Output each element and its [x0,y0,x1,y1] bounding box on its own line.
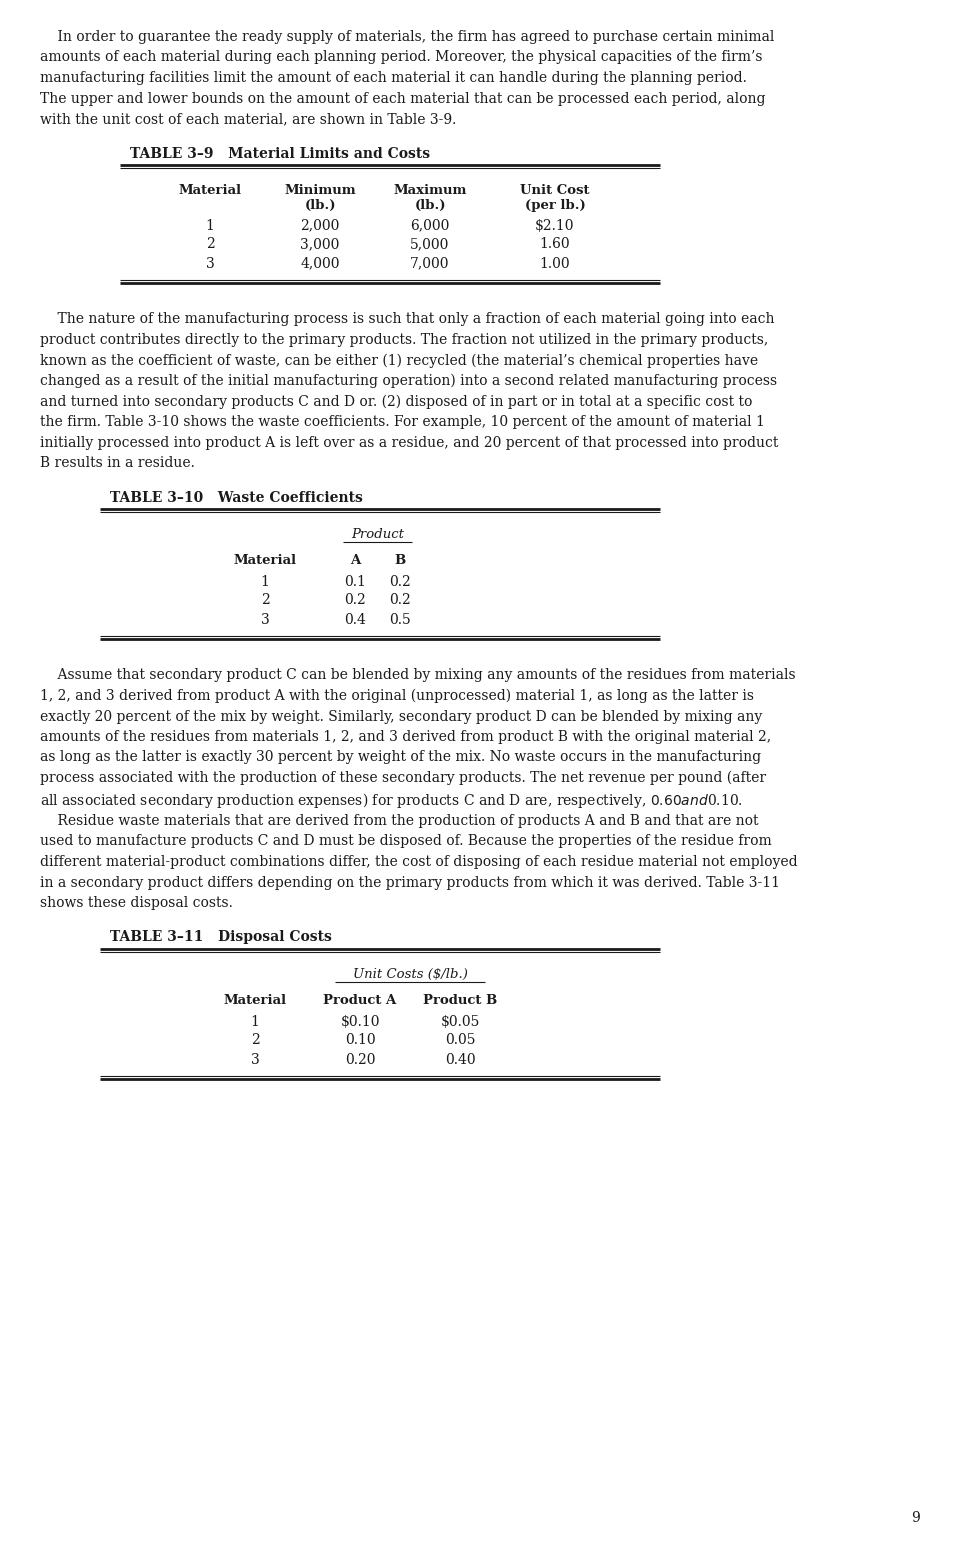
Text: 0.2: 0.2 [389,574,411,588]
Text: 1: 1 [205,219,214,233]
Text: A: A [349,554,360,568]
Text: (per lb.): (per lb.) [524,199,586,211]
Text: Residue waste materials that are derived from the production of products A and B: Residue waste materials that are derived… [40,815,758,829]
Text: manufacturing facilities limit the amount of each material it can handle during : manufacturing facilities limit the amoun… [40,71,747,85]
Text: 3: 3 [205,256,214,270]
Text: 6,000: 6,000 [410,219,449,233]
Text: 9: 9 [911,1511,920,1524]
Text: 0.4: 0.4 [344,613,366,626]
Text: 1: 1 [260,574,270,588]
Text: Unit Costs ($/lb.): Unit Costs ($/lb.) [352,967,468,980]
Text: 0.10: 0.10 [345,1034,375,1048]
Text: 2: 2 [260,594,270,608]
Text: shows these disposal costs.: shows these disposal costs. [40,896,233,910]
Text: 0.05: 0.05 [444,1034,475,1048]
Text: amounts of the residues from materials 1, 2, and 3 derived from product B with t: amounts of the residues from materials 1… [40,730,771,744]
Text: $0.05: $0.05 [441,1014,480,1029]
Text: known as the coefficient of waste, can be either (1) recycled (the material’s ch: known as the coefficient of waste, can b… [40,353,758,367]
Text: 7,000: 7,000 [410,256,449,270]
Text: 2: 2 [205,238,214,252]
Text: Material: Material [224,995,287,1008]
Text: (lb.): (lb.) [415,199,445,211]
Text: TABLE 3–9   Material Limits and Costs: TABLE 3–9 Material Limits and Costs [130,147,430,160]
Text: $0.10: $0.10 [340,1014,380,1029]
Text: Product A: Product A [324,995,396,1008]
Text: 3: 3 [251,1052,259,1066]
Text: changed as a result of the initial manufacturing operation) into a second relate: changed as a result of the initial manuf… [40,373,778,389]
Text: as long as the latter is exactly 30 percent by weight of the mix. No waste occur: as long as the latter is exactly 30 perc… [40,750,761,764]
Text: Assume that secondary product C can be blended by mixing any amounts of the resi: Assume that secondary product C can be b… [40,668,796,682]
Text: and turned into secondary products C and D or. (2) disposed of in part or in tot: and turned into secondary products C and… [40,395,753,409]
Text: 1.60: 1.60 [540,238,570,252]
Text: 0.40: 0.40 [444,1052,475,1066]
Text: Maximum: Maximum [394,184,467,196]
Text: initially processed into product A is left over as a residue, and 20 percent of : initially processed into product A is le… [40,435,779,449]
Text: Product: Product [351,528,404,540]
Text: B results in a residue.: B results in a residue. [40,457,195,471]
Text: product contributes directly to the primary products. The fraction not utilized : product contributes directly to the prim… [40,333,768,347]
Text: amounts of each material during each planning period. Moreover, the physical cap: amounts of each material during each pla… [40,51,762,65]
Text: 0.5: 0.5 [389,613,411,626]
Text: 3: 3 [260,613,270,626]
Text: process associated with the production of these secondary products. The net reve: process associated with the production o… [40,772,766,785]
Text: Product B: Product B [422,995,497,1008]
Text: 2: 2 [251,1034,259,1048]
Text: 1, 2, and 3 derived from product A with the original (unprocessed) material 1, a: 1, 2, and 3 derived from product A with … [40,690,754,704]
Text: 5,000: 5,000 [410,238,449,252]
Text: 3,000: 3,000 [300,238,340,252]
Text: all associated secondary production expenses) for products C and D are, respecti: all associated secondary production expe… [40,792,743,810]
Text: 4,000: 4,000 [300,256,340,270]
Text: exactly 20 percent of the mix by weight. Similarly, secondary product D can be b: exactly 20 percent of the mix by weight.… [40,710,762,724]
Text: $2.10: $2.10 [536,219,575,233]
Text: (lb.): (lb.) [304,199,336,211]
Text: Material: Material [179,184,242,196]
Text: B: B [395,554,406,568]
Text: the firm. Table 3-10 shows the waste coefficients. For example, 10 percent of th: the firm. Table 3-10 shows the waste coe… [40,415,765,429]
Text: used to manufacture products C and D must be disposed of. Because the properties: used to manufacture products C and D mus… [40,835,772,849]
Text: 2,000: 2,000 [300,219,340,233]
Text: 1: 1 [251,1014,259,1029]
Text: 0.2: 0.2 [344,594,366,608]
Text: different material-product combinations differ, the cost of disposing of each re: different material-product combinations … [40,855,798,869]
Text: 0.2: 0.2 [389,594,411,608]
Text: in a secondary product differs depending on the primary products from which it w: in a secondary product differs depending… [40,875,780,889]
Text: Unit Cost: Unit Cost [520,184,589,196]
Text: The nature of the manufacturing process is such that only a fraction of each mat: The nature of the manufacturing process … [40,313,775,327]
Text: with the unit cost of each material, are shown in Table 3-9.: with the unit cost of each material, are… [40,113,456,127]
Text: Material: Material [233,554,297,568]
Text: In order to guarantee the ready supply of materials, the firm has agreed to purc: In order to guarantee the ready supply o… [40,29,775,45]
Text: 0.1: 0.1 [344,574,366,588]
Text: 1.00: 1.00 [540,256,570,270]
Text: Minimum: Minimum [284,184,356,196]
Text: TABLE 3–11   Disposal Costs: TABLE 3–11 Disposal Costs [110,930,332,944]
Text: The upper and lower bounds on the amount of each material that can be processed : The upper and lower bounds on the amount… [40,91,765,105]
Text: 0.20: 0.20 [345,1052,375,1066]
Text: TABLE 3–10   Waste Coefficients: TABLE 3–10 Waste Coefficients [110,491,363,505]
